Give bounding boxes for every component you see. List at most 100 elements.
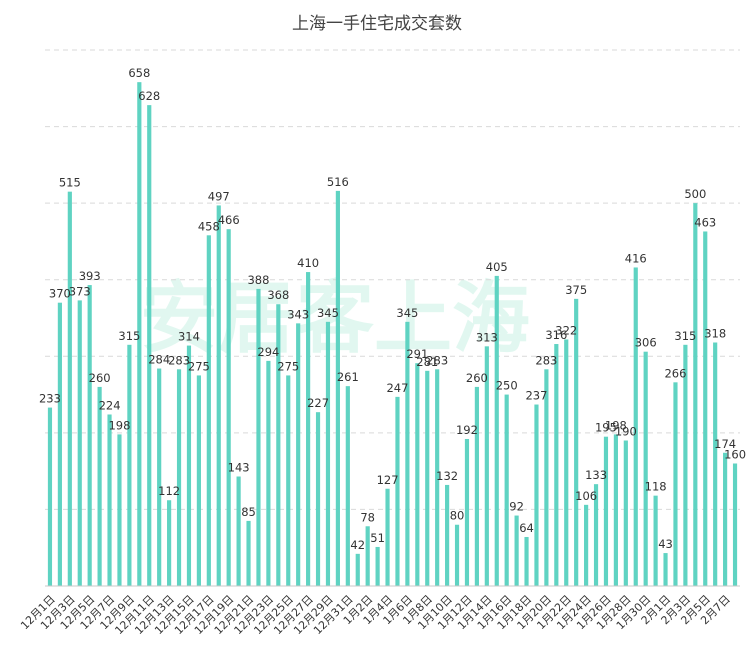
data-label-1月4日: 127: [377, 473, 399, 487]
bar-12月11日: [147, 105, 152, 586]
data-label-1月6日: 345: [396, 306, 418, 320]
bar-2月1日: [663, 553, 668, 586]
bar-2月7日: [723, 452, 728, 586]
data-label-1月22日: 322: [555, 323, 577, 337]
data-label-12月19日: 466: [218, 213, 240, 227]
data-label-1月12日: 192: [456, 423, 478, 437]
bar-1月24日: [584, 504, 589, 586]
bar-1月5日: [395, 396, 400, 586]
bar-2月4日: [693, 203, 698, 586]
bar-1月4日: [385, 488, 390, 586]
data-label-12月30日: 516: [327, 175, 349, 189]
bar-12月16日: [196, 375, 201, 586]
data-label-12月5日: 393: [79, 269, 101, 283]
bar-1月3日: [375, 546, 380, 586]
data-label-12月22日: 388: [247, 273, 269, 287]
bar-12月12日: [157, 368, 162, 586]
data-label-12月20日: 143: [228, 461, 250, 475]
data-label-12月6日: 260: [89, 371, 111, 385]
x-axis-ticks: 12月1日12月3日12月5日12月7日12月9日12月11日12月13日12月…: [18, 593, 733, 638]
bar-1月29日: [633, 267, 638, 586]
bar-12月30日: [335, 190, 340, 586]
bar-1月27日: [613, 434, 618, 586]
bar-12月2日: [57, 302, 62, 586]
data-label-12月24日: 368: [267, 288, 289, 302]
bar-1月7日: [415, 363, 420, 586]
data-label-12月15日: 314: [178, 330, 200, 344]
data-label-1月20日: 283: [535, 353, 557, 367]
data-label-1月14日: 313: [476, 330, 498, 344]
data-label-12月18日: 497: [208, 189, 230, 203]
data-label-1月13日: 260: [466, 371, 488, 385]
data-label-12月23日: 294: [257, 345, 279, 359]
bar-1月23日: [574, 298, 579, 586]
data-label-2月8日: 160: [724, 447, 746, 461]
data-label-1月3日: 51: [370, 531, 385, 545]
bar-12月27日: [306, 272, 311, 586]
data-label-1月30日: 306: [635, 336, 657, 350]
bar-12月20日: [236, 476, 241, 586]
bar-2月6日: [713, 342, 718, 586]
bar-1月20日: [544, 369, 549, 586]
bar-1月16日: [504, 394, 509, 586]
bar-1月30日: [643, 351, 648, 586]
data-label-1月29日: 416: [625, 251, 647, 265]
data-label-1月23日: 375: [565, 283, 587, 297]
bar-1月21日: [554, 344, 559, 586]
bar-1月17日: [514, 515, 519, 586]
data-label-12月8日: 198: [108, 418, 130, 432]
data-label-12月2日: 370: [49, 287, 71, 301]
data-label-1月10日: 132: [436, 469, 458, 483]
data-label-12月11日: 628: [138, 89, 160, 103]
data-label-1月28日: 190: [615, 425, 637, 439]
bar-12月5日: [87, 285, 92, 586]
bar-12月26日: [296, 323, 301, 586]
watermark-text: 安居客上海: [140, 274, 530, 364]
data-label-2月6日: 318: [704, 327, 726, 341]
data-label-12月12日: 284: [148, 353, 170, 367]
data-label-12月3日: 515: [59, 176, 81, 190]
data-label-2月1日: 43: [658, 537, 673, 551]
data-label-12月9日: 315: [118, 329, 140, 343]
data-label-1月26日: 195: [595, 421, 617, 435]
data-label-12月17日: 458: [198, 219, 220, 233]
bar-2月2日: [673, 382, 678, 586]
data-label-2月7日: 174: [714, 437, 736, 451]
data-label-1月2日: 78: [360, 510, 375, 524]
bar-12月28日: [315, 412, 321, 586]
bar-2月3日: [683, 344, 688, 586]
bar-1月12日: [464, 438, 470, 586]
bar-1月9日: [435, 369, 440, 586]
data-label-2月5日: 463: [694, 215, 716, 229]
bar-1月8日: [425, 370, 430, 586]
bar-12月18日: [216, 205, 221, 586]
bar-1月2日: [365, 526, 370, 586]
watermark: 安居客上海: [140, 274, 530, 364]
bar-12月17日: [206, 235, 211, 587]
bar-2月8日: [732, 463, 738, 586]
bar-12月3日: [67, 191, 72, 586]
data-label-12月10日: 658: [128, 66, 150, 80]
bar-1月26日: [603, 436, 609, 586]
bar-1月22日: [564, 339, 569, 586]
bar-2月5日: [703, 231, 708, 586]
data-label-1月24日: 106: [575, 489, 597, 503]
data-label-12月26日: 343: [287, 307, 309, 321]
bar-1月13日: [474, 386, 479, 586]
data-label-1月31日: 118: [645, 480, 667, 494]
data-label-1月9日: 283: [426, 353, 448, 367]
data-label-1月7日: 291: [406, 347, 428, 361]
data-label-1月8日: 281: [416, 355, 438, 369]
bar-1月28日: [623, 440, 628, 586]
bar-12月13日: [167, 500, 172, 586]
bar-12月14日: [176, 369, 182, 586]
data-label-1月16日: 250: [496, 379, 518, 393]
bar-1月25日: [593, 484, 599, 586]
data-label-1月5日: 247: [386, 381, 408, 395]
data-label-1月1日: 42: [350, 538, 365, 552]
data-label-2月3日: 315: [674, 329, 696, 343]
bar-1月18日: [524, 536, 529, 586]
data-label-1月18日: 64: [519, 521, 534, 535]
